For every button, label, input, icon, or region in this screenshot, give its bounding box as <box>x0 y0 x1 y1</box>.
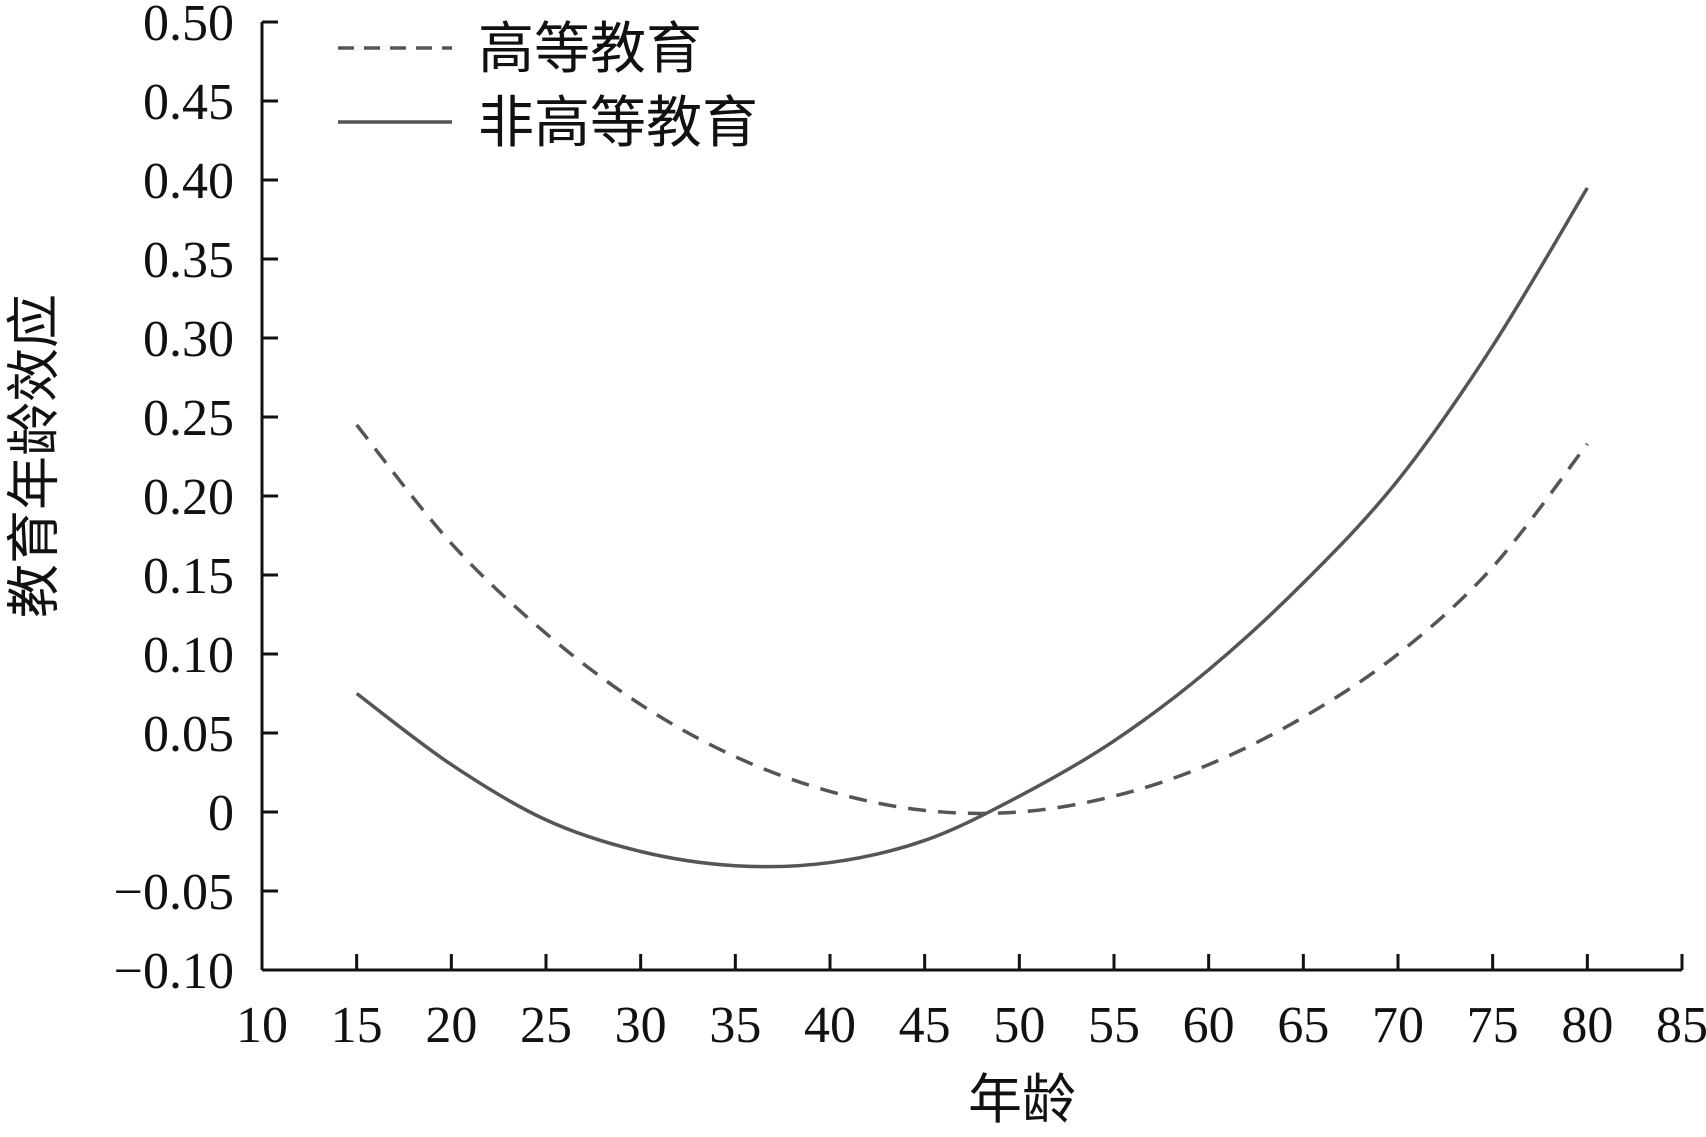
x-tick-label: 35 <box>709 997 761 1054</box>
x-tick-label: 80 <box>1561 997 1613 1054</box>
series-line-dashed <box>355 423 1589 816</box>
x-tick-label: 65 <box>1277 997 1329 1054</box>
y-tick-label: 0.40 <box>143 153 234 210</box>
y-ticks: 0.50 0.45 0.40 0.35 0.30 0.25 0.20 0.15 0.10 0.05… <box>114 0 278 1000</box>
y-tick-label: 0.15 <box>143 548 234 605</box>
axes <box>260 22 1682 972</box>
x-tick-label: 60 <box>1183 997 1235 1054</box>
x-tick-label: 30 <box>615 997 667 1054</box>
x-ticks: 10 15 20 25 30 35 40 45 50 55 60 65 70 75 80 85 <box>236 954 1706 1054</box>
y-axis-title: 教育年龄效应 <box>3 294 66 618</box>
y-tick-label: 0 <box>208 785 234 842</box>
x-tick-label: 70 <box>1372 997 1424 1054</box>
y-tick-label: 0.20 <box>143 469 234 526</box>
x-tick-label: 45 <box>899 997 951 1054</box>
x-tick-label: 10 <box>236 997 288 1054</box>
y-tick-label: 0.35 <box>143 232 234 289</box>
legend-label: 非高等教育 <box>478 91 758 156</box>
y-tick-label: 0.25 <box>143 390 234 447</box>
y-tick-label: 0.50 <box>143 0 234 52</box>
y-tick-label: −0.10 <box>114 943 234 1000</box>
x-tick-label: 40 <box>804 997 856 1054</box>
x-tick-label: 20 <box>425 997 477 1054</box>
y-tick-label: 0.30 <box>143 311 234 368</box>
x-tick-label: 85 <box>1656 997 1706 1054</box>
x-tick-label: 25 <box>520 997 572 1054</box>
x-tick-label: 75 <box>1467 997 1519 1054</box>
x-tick-label: 55 <box>1088 997 1140 1054</box>
x-tick-label: 50 <box>993 997 1045 1054</box>
series-line-solid <box>355 187 1589 869</box>
y-tick-label: 0.45 <box>143 74 234 131</box>
series-layer <box>355 187 1589 869</box>
y-tick-label: 0.10 <box>143 627 234 684</box>
y-tick-label: 0.05 <box>143 706 234 763</box>
x-tick-label: 15 <box>331 997 383 1054</box>
legend-label: 高等教育 <box>478 17 702 82</box>
y-tick-label: −0.05 <box>114 864 234 921</box>
x-axis-title: 年龄 <box>968 1068 1076 1131</box>
